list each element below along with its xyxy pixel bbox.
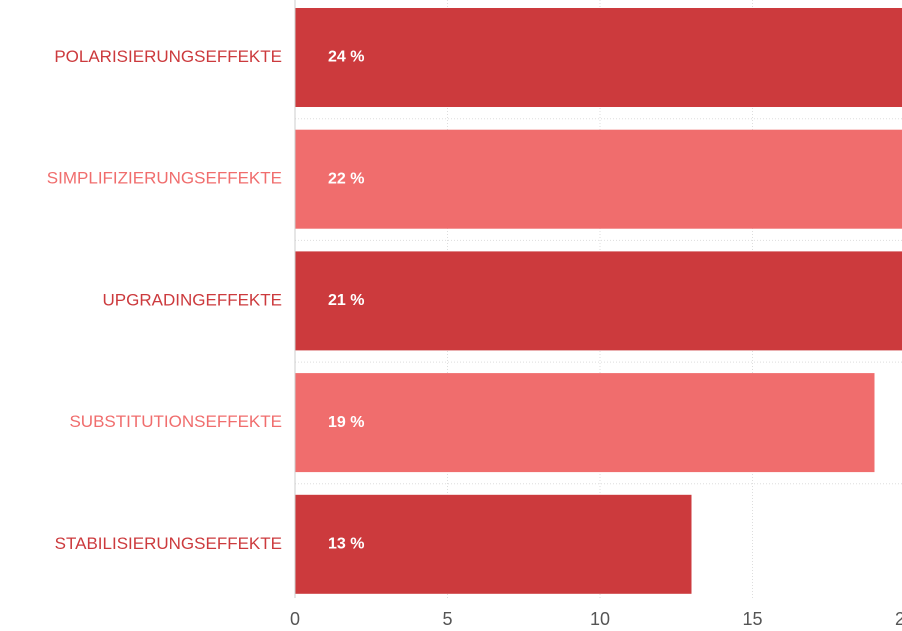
bar [295,494,692,594]
category-label: UPGRADINGEFFEKTE [103,290,282,309]
category-label: SIMPLIFIZIERUNGSEFFEKTE [47,169,282,188]
x-tick-label: 10 [590,609,610,629]
category-label: STABILISIERUNGSEFFEKTE [55,534,282,553]
x-tick-label: 0 [290,609,300,629]
bar [295,8,902,107]
value-label: 13 % [328,536,364,553]
category-label: POLARISIERUNGSEFFEKTE [54,47,282,66]
value-label: 21 % [328,292,364,309]
x-tick-label: 15 [742,609,762,629]
value-label: 22 % [328,170,364,187]
x-tick-label: 5 [442,609,452,629]
value-label: 24 % [328,49,364,66]
bar [295,251,902,351]
category-label: SUBSTITUTIONSEFFEKTE [69,412,282,431]
x-tick-label: 20 [895,609,902,629]
value-label: 19 % [328,414,364,431]
bar [295,129,902,229]
bar [295,373,875,473]
